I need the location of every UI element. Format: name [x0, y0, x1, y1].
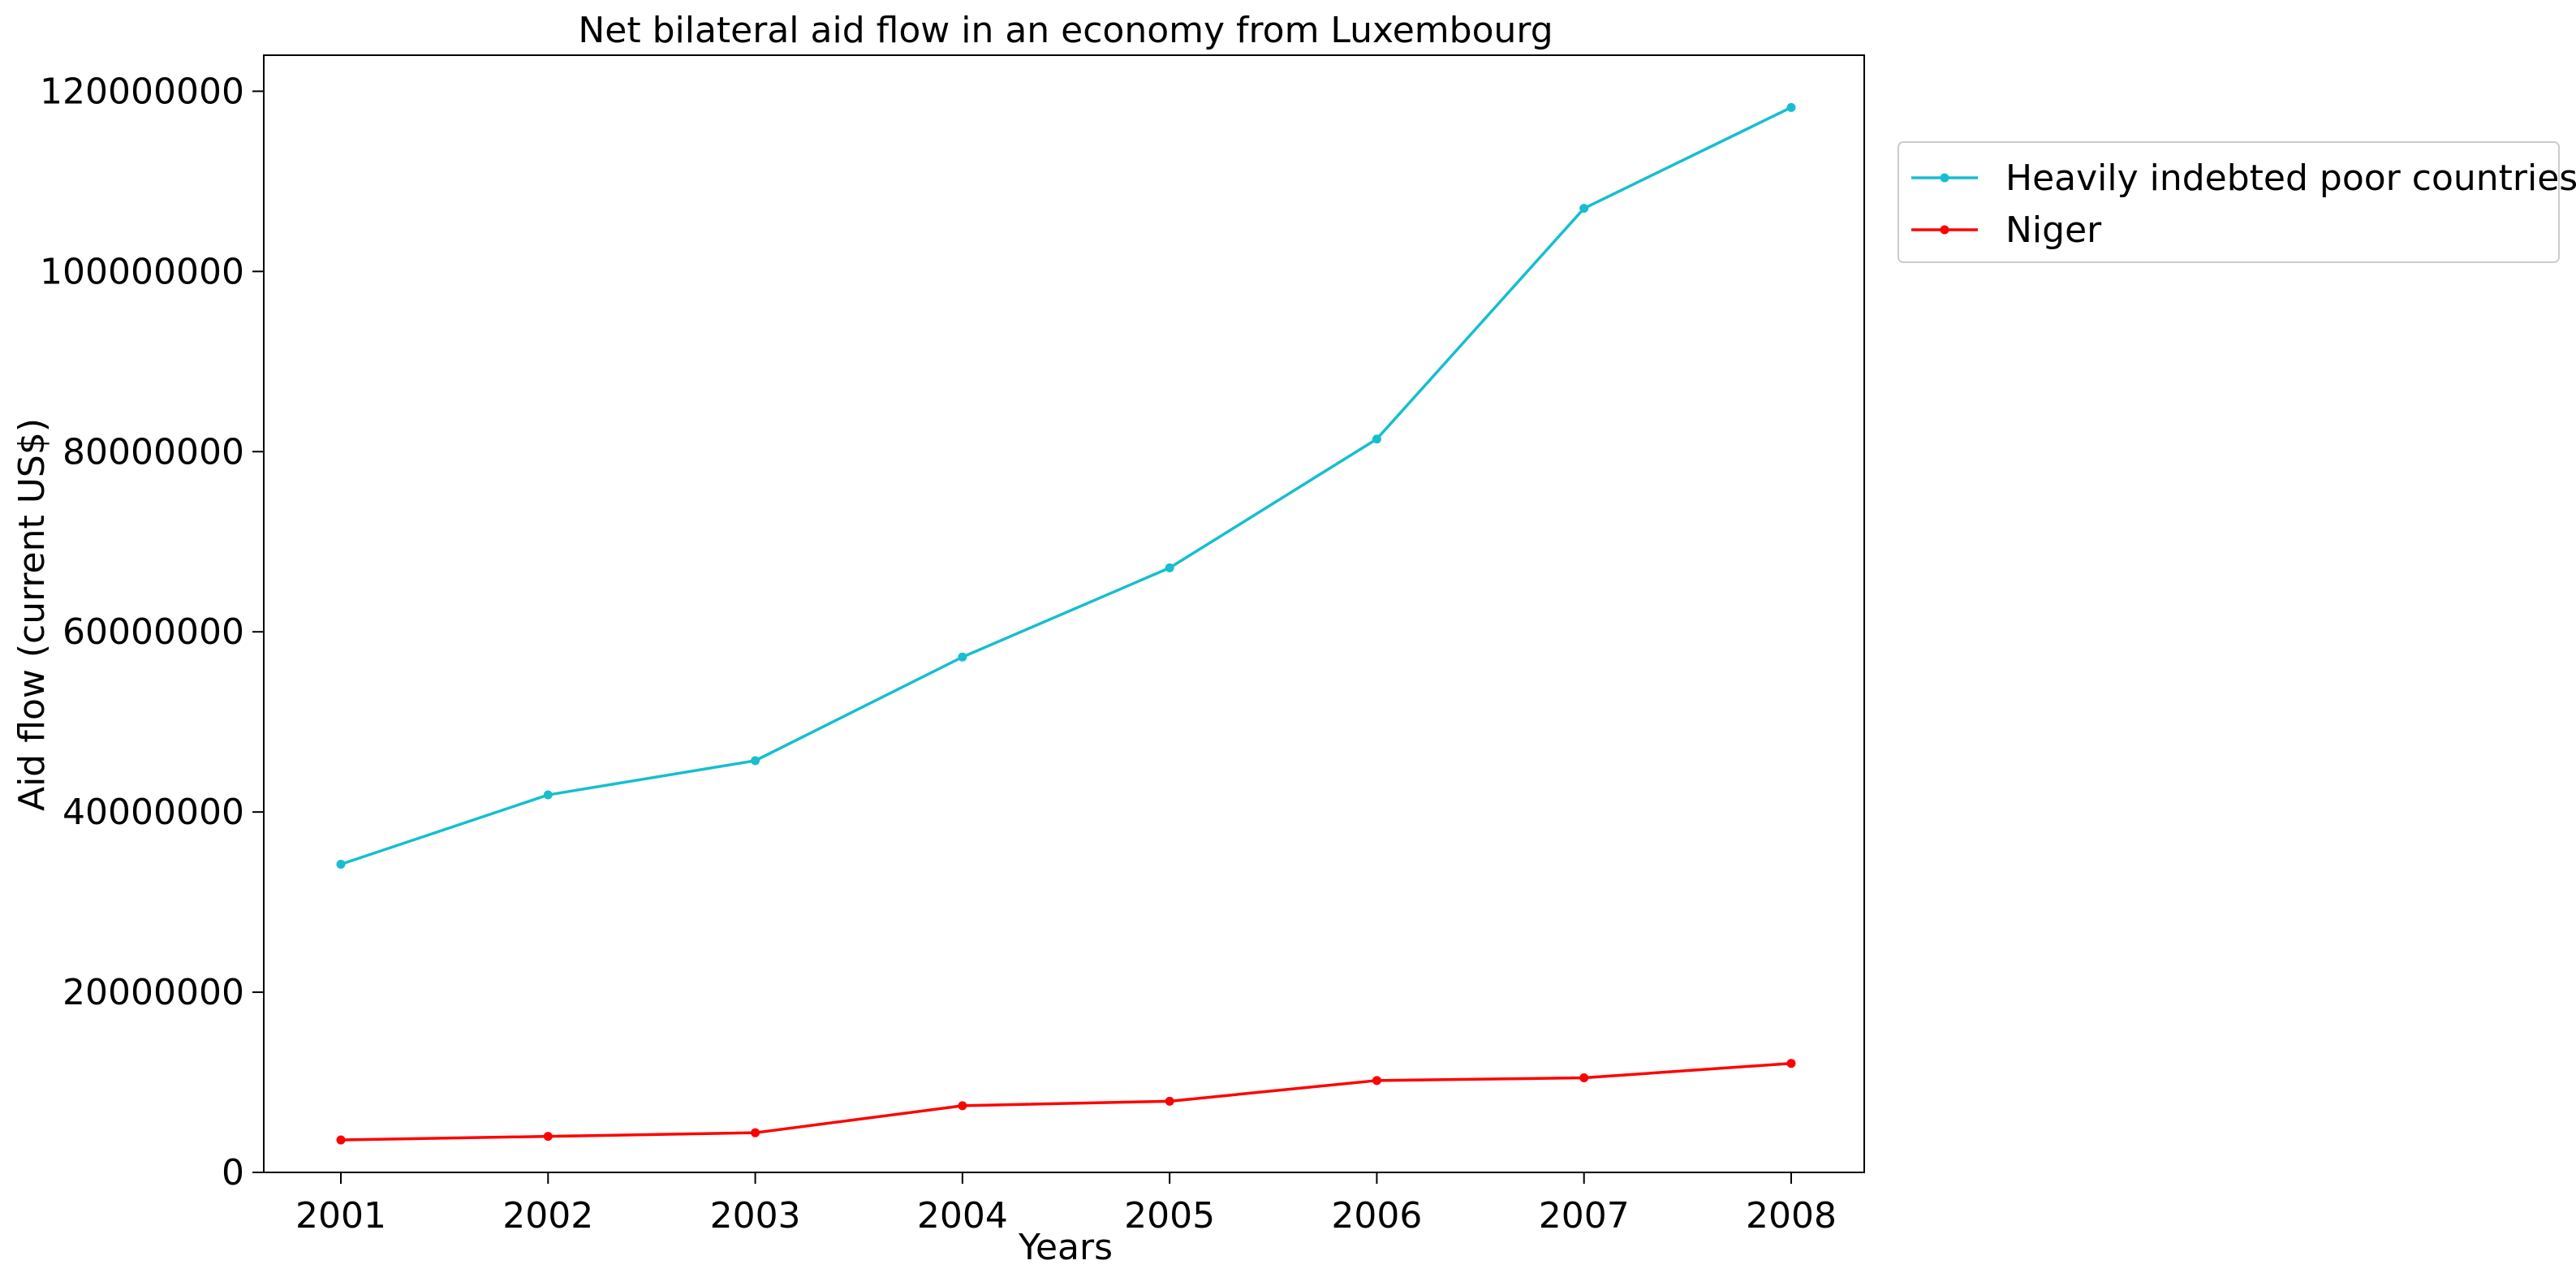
- y-tick-label: 60000000: [62, 611, 244, 653]
- y-tick-label: 100000000: [40, 251, 244, 292]
- data-point: [1165, 1096, 1174, 1106]
- y-tick-label: 40000000: [62, 792, 244, 833]
- legend-label: Niger: [2005, 209, 2102, 251]
- data-point: [1786, 1059, 1796, 1068]
- x-tick-label: 2005: [1124, 1195, 1215, 1237]
- data-point: [336, 859, 346, 869]
- x-tick-label: 2004: [917, 1195, 1008, 1237]
- y-tick-label: 80000000: [62, 431, 244, 473]
- y-tick-label: 20000000: [62, 972, 244, 1013]
- x-tick-label: 2008: [1746, 1195, 1837, 1237]
- data-point: [1579, 1073, 1589, 1082]
- data-point: [1579, 204, 1589, 214]
- y-axis-label: Aid flow (current US$): [11, 418, 53, 811]
- data-point: [958, 652, 967, 662]
- data-point: [751, 1128, 760, 1137]
- data-point: [543, 790, 553, 800]
- y-tick-label: 0: [222, 1152, 244, 1194]
- y-tick-label: 120000000: [40, 71, 244, 112]
- x-axis-label: Years: [1018, 1227, 1113, 1268]
- plot-frame: [263, 54, 1865, 1173]
- data-point: [336, 1135, 346, 1145]
- x-tick-label: 2002: [502, 1195, 593, 1237]
- data-point: [958, 1101, 967, 1111]
- x-tick-label: 2003: [710, 1195, 801, 1237]
- data-point: [1786, 102, 1796, 112]
- legend-box: [1898, 141, 2560, 263]
- series-line: [340, 106, 1792, 866]
- data-point: [751, 756, 760, 766]
- legend-marker: [1940, 173, 1949, 183]
- data-point: [543, 1132, 553, 1142]
- series-line: [340, 1061, 1792, 1142]
- plot-area: 0 20000000 40000000 60000000 80000000 1000000…: [40, 54, 1865, 1237]
- x-tick-label: 2001: [295, 1195, 386, 1237]
- chart-title: Net bilateral aid flow in an economy fro…: [578, 10, 1553, 51]
- x-tick-label: 2007: [1539, 1195, 1630, 1237]
- data-point: [1165, 563, 1174, 572]
- legend-marker: [1940, 225, 1949, 235]
- legend: Heavily indebted poor countries Niger: [1898, 141, 2576, 263]
- legend-label: Heavily indebted poor countries: [2005, 158, 2576, 199]
- data-point: [1372, 434, 1381, 444]
- data-point: [1372, 1076, 1381, 1086]
- x-tick-label: 2006: [1331, 1195, 1422, 1237]
